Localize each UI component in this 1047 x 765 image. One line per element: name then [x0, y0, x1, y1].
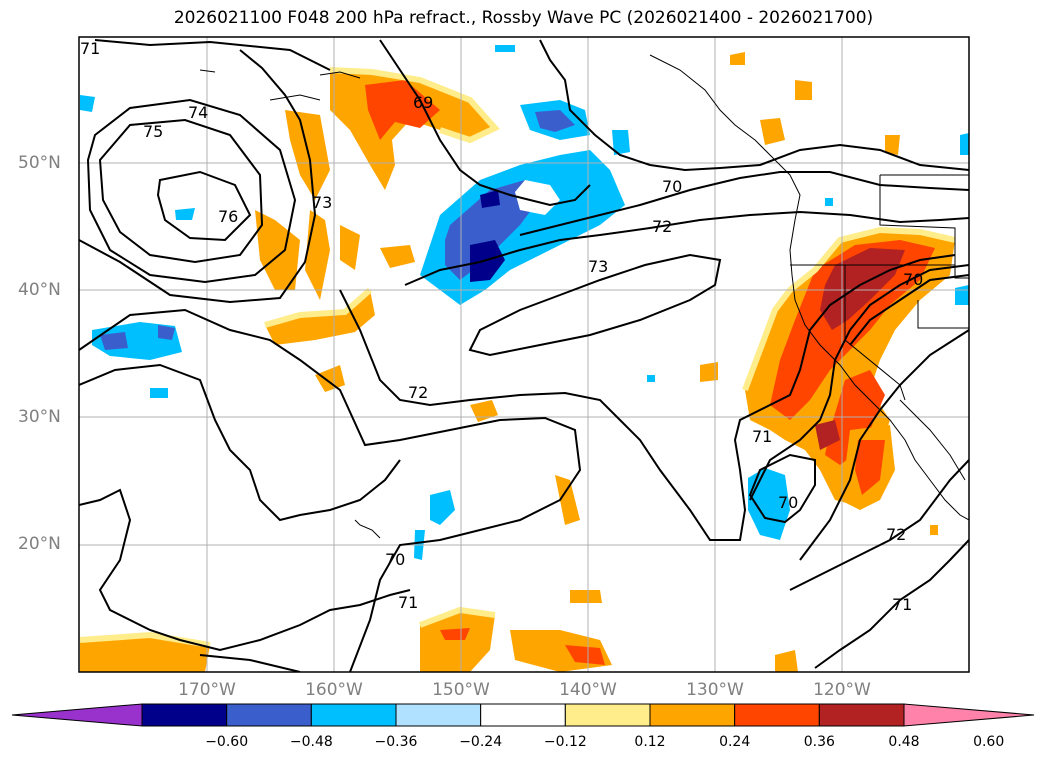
colorbar-tick-label: 0.60 — [973, 734, 1005, 750]
colorbar-bin — [564, 703, 651, 727]
contour-label: 70 — [662, 177, 682, 196]
contour-label: 70 — [778, 493, 798, 512]
contour-label: 70 — [385, 550, 405, 569]
lon-label: 140°W — [559, 680, 617, 700]
colorbar-bin — [734, 703, 820, 727]
contour-label: 74 — [188, 103, 208, 122]
contour-label: 72 — [408, 383, 428, 402]
colorbar-extend-min — [11, 703, 143, 727]
contour-label: 71 — [80, 39, 100, 58]
lon-label: 170°W — [178, 680, 236, 700]
lon-label: 160°W — [305, 680, 363, 700]
colorbar-bin — [818, 703, 905, 727]
contour-label: 71 — [398, 593, 418, 612]
colorbar-bin — [310, 703, 397, 727]
contour-label: 75 — [143, 122, 163, 141]
colorbar-bin — [649, 703, 736, 727]
map-area — [79, 37, 969, 672]
contour-label: 71 — [892, 595, 912, 614]
lon-label: 150°W — [432, 680, 490, 700]
colorbar-tick-label: −0.24 — [459, 734, 503, 750]
contour-label: 76 — [218, 207, 238, 226]
negative-anomaly-shading — [80, 45, 969, 560]
colorbar-bin — [141, 703, 228, 727]
map-frame — [78, 36, 970, 673]
weak-positive-shading — [79, 67, 956, 648]
contour-label: 73 — [588, 257, 608, 276]
colorbar-tick-label: 0.48 — [888, 734, 920, 750]
positive-anomaly-shading — [80, 52, 955, 672]
colorbar-bin — [480, 703, 566, 727]
contour-label: 69 — [413, 93, 433, 112]
contour-labels: 71 74 75 76 73 69 70 72 73 72 70 71 70 7… — [80, 39, 923, 614]
colorbar-tick-label: −0.36 — [374, 734, 418, 750]
contour-label: 73 — [312, 193, 332, 212]
lat-label: 20°N — [18, 534, 61, 554]
contour-label: 72 — [886, 525, 906, 544]
refractivity-contours — [79, 39, 969, 672]
colorbar-extend-max — [903, 703, 1035, 727]
colorbar-bin — [226, 703, 312, 727]
colorbar-tick-label: −0.48 — [289, 734, 333, 750]
map-title: 2026021100 F048 200 hPa refract., Rossby… — [173, 8, 874, 28]
colorbar-bin — [395, 703, 482, 727]
contour-label: 72 — [652, 217, 672, 236]
colorbar-tick-label: 0.36 — [803, 734, 835, 750]
contour-label: 70 — [903, 270, 923, 289]
coastlines — [199, 54, 969, 539]
lat-label: 40°N — [18, 280, 61, 300]
colorbar-tick-label: −0.60 — [205, 734, 249, 750]
lon-label: 130°W — [686, 680, 744, 700]
colorbar-tick-label: 0.12 — [634, 734, 666, 750]
lat-label: 30°N — [18, 407, 61, 427]
lat-label: 50°N — [18, 153, 61, 173]
colorbar — [11, 703, 1035, 727]
colorbar-tick-label: 0.24 — [719, 734, 751, 750]
contour-label: 71 — [752, 427, 772, 446]
colorbar-tick-label: −0.12 — [543, 734, 587, 750]
lon-label: 120°W — [813, 680, 871, 700]
